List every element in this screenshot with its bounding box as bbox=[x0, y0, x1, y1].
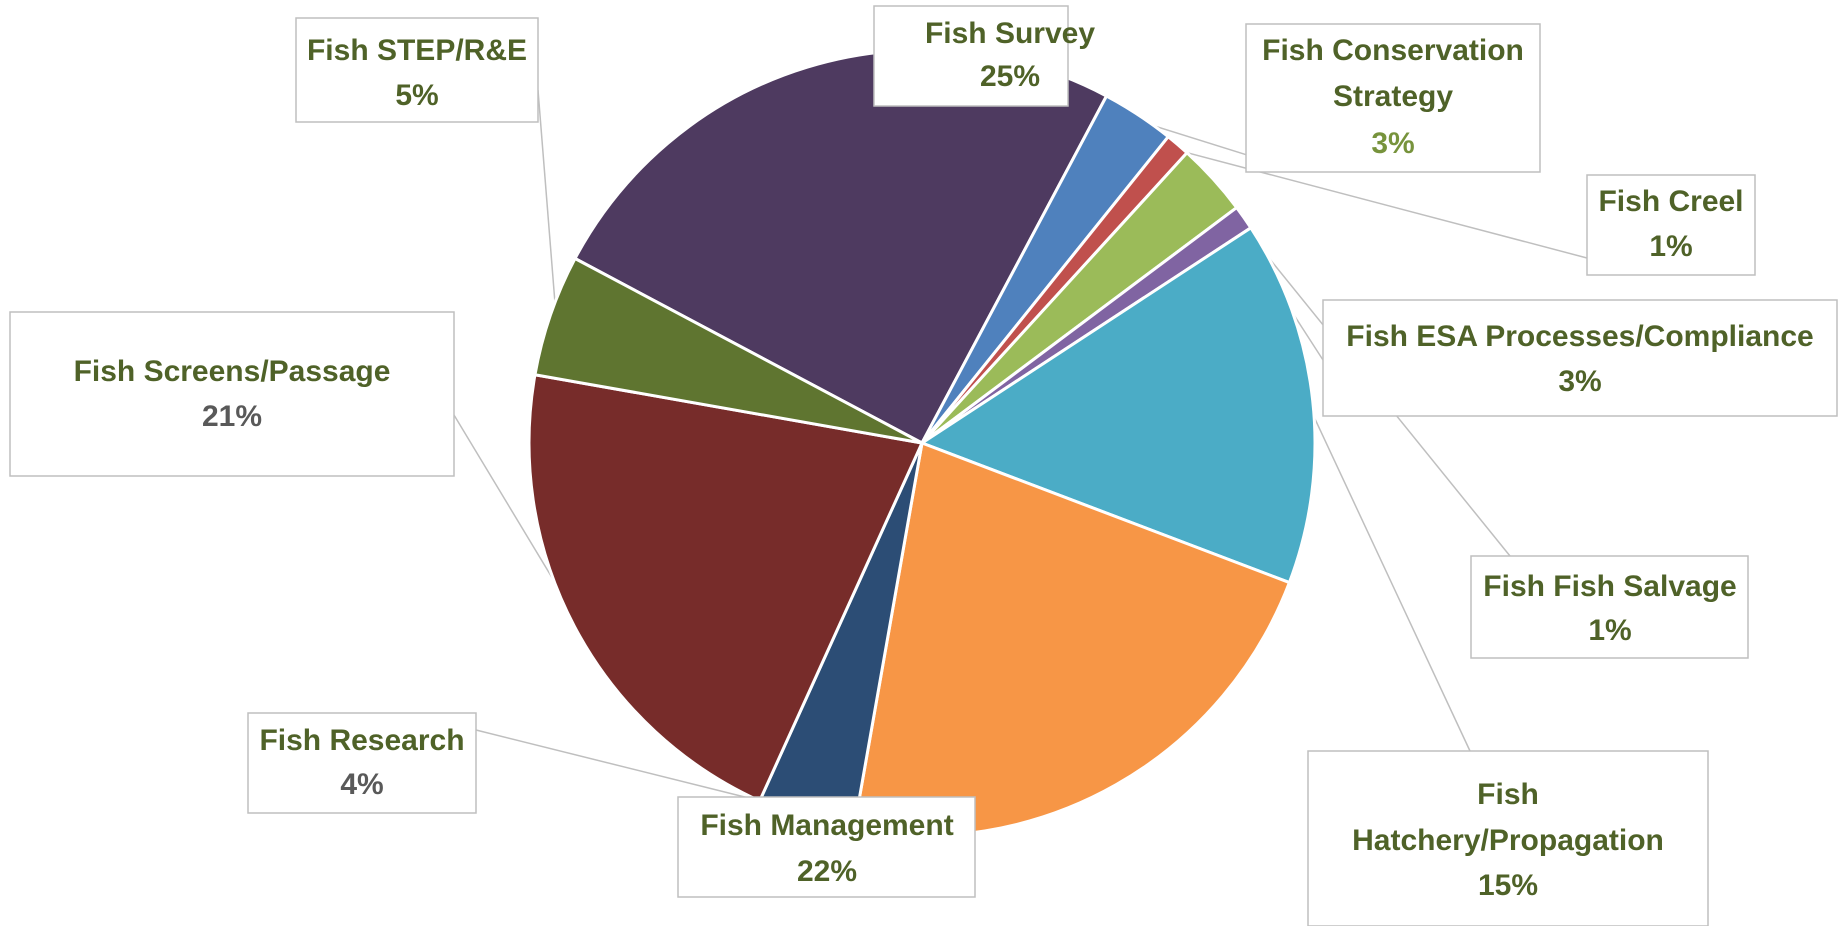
data-label-box bbox=[873, 5, 1069, 107]
data-label-box bbox=[677, 796, 976, 898]
slice-value-label: 1% bbox=[1588, 614, 1631, 647]
slice-label: Fish Conservation bbox=[1262, 34, 1524, 67]
pie-slices bbox=[527, 48, 1317, 838]
slice-label: Fish Screens/Passage bbox=[74, 355, 391, 388]
data-label-fish-fish-salvage: Fish Fish Salvage 1% bbox=[1470, 555, 1749, 659]
data-label-fish-step-rande: Fish STEP/R&E 5% bbox=[295, 17, 539, 123]
data-label-box bbox=[1307, 750, 1709, 926]
slice-value-label: 25% bbox=[980, 60, 1040, 93]
data-label-box bbox=[1586, 174, 1756, 276]
slice-label: Strategy bbox=[1333, 80, 1453, 113]
data-label-box bbox=[247, 712, 477, 814]
data-label-fish-hatchery-propagation: Fish Hatchery/Propagation 15% bbox=[1307, 750, 1709, 926]
slice-label: Fish ESA Processes/Compliance bbox=[1346, 320, 1813, 353]
data-label-fish-esa-processes-compliance: Fish ESA Processes/Compliance 3% bbox=[1322, 299, 1838, 417]
slice-label: Fish Management bbox=[700, 809, 953, 842]
slice-value-label: 3% bbox=[1558, 365, 1601, 398]
leader-line-fish-hatchery-propagation bbox=[1306, 400, 1471, 752]
slice-fish-screens-passage bbox=[527, 373, 924, 803]
slice-label: Fish Survey bbox=[925, 17, 1095, 50]
slice-label: Fish Creel bbox=[1598, 185, 1743, 218]
data-label-fish-survey: Fish Survey 25% bbox=[873, 5, 1095, 107]
slice-value-label: 5% bbox=[395, 79, 438, 112]
slice-value-label: 1% bbox=[1649, 230, 1692, 263]
data-label-box bbox=[9, 311, 455, 477]
slice-value-label: 3% bbox=[1371, 127, 1414, 160]
data-label-box bbox=[1470, 555, 1749, 659]
leader-line-fish-creel bbox=[1173, 148, 1588, 259]
data-label-box bbox=[1245, 23, 1541, 173]
slice-label: Fish Research bbox=[259, 724, 464, 757]
slice-value-label: 4% bbox=[340, 768, 383, 801]
slice-value-label: 15% bbox=[1478, 869, 1538, 902]
slice-fish-step-rande bbox=[533, 257, 924, 445]
data-label-fish-management: Fish Management 22% bbox=[677, 796, 976, 898]
slice-label: Hatchery/Propagation bbox=[1352, 824, 1664, 857]
data-label-fish-research: Fish Research 4% bbox=[247, 712, 477, 814]
slice-fish-hatchery-propagation bbox=[920, 226, 1317, 585]
slice-label: Fish bbox=[1477, 778, 1539, 811]
slice-label: Fish Fish Salvage bbox=[1483, 570, 1736, 603]
data-label-box bbox=[1322, 299, 1838, 417]
slice-value-label: 22% bbox=[797, 855, 857, 888]
leader-line-fish-step-rande bbox=[537, 89, 557, 318]
data-label-fish-creel: Fish Creel 1% bbox=[1586, 174, 1756, 276]
slice-value-label: 21% bbox=[202, 400, 262, 433]
data-label-box bbox=[295, 17, 539, 123]
data-labels: Fish Survey 25% Fish Conservation Strategy 3… bbox=[9, 5, 1838, 926]
slice-label: Fish STEP/R&E bbox=[307, 34, 527, 67]
data-label-fish-conservation-strategy: Fish Conservation Strategy 3% bbox=[1245, 23, 1541, 173]
data-label-fish-screens-passage: Fish Screens/Passage 21% bbox=[9, 311, 455, 477]
